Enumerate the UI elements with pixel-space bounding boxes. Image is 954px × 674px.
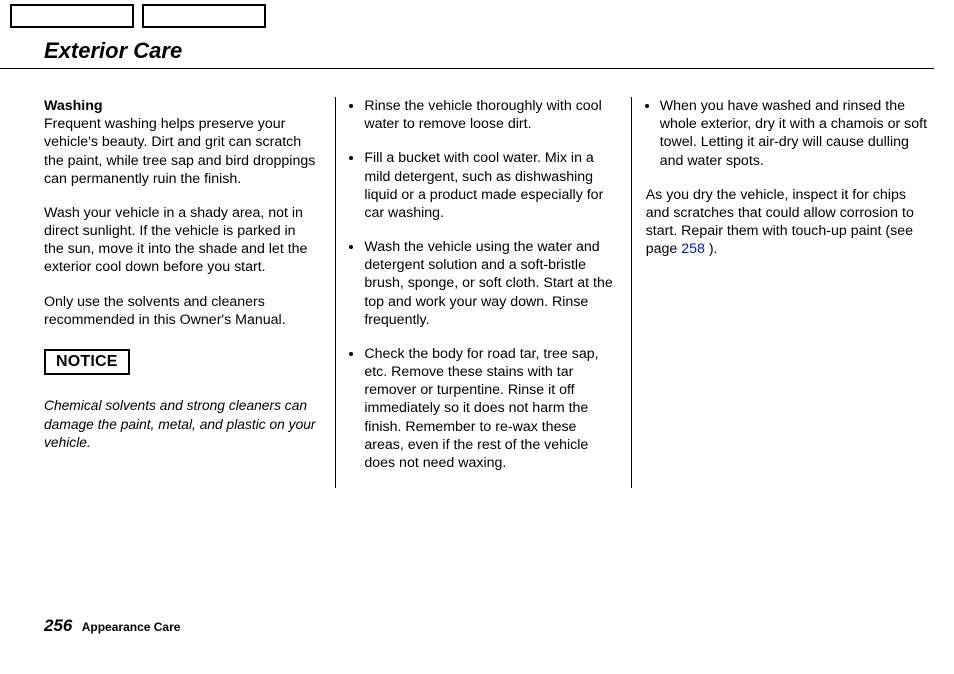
dry-steps-list: When you have washed and rinsed the whol…: [646, 97, 930, 170]
list-item: When you have washed and rinsed the whol…: [660, 97, 930, 170]
list-item: Fill a bucket with cool water. Mix in a …: [364, 149, 616, 222]
closing-paragraph: As you dry the vehicle, inspect it for c…: [646, 186, 930, 259]
top-box-2[interactable]: [142, 4, 266, 28]
page-number: 256: [44, 616, 72, 635]
footer: 256 Appearance Care: [44, 616, 180, 636]
col1-p3: Only use the solvents and cleaners recom…: [44, 293, 317, 329]
list-item: Rinse the vehicle thoroughly with cool w…: [364, 97, 616, 133]
top-box-1[interactable]: [10, 4, 134, 28]
notice-label-box: NOTICE: [44, 349, 130, 375]
notice-text: Chemical solvents and strong cleaners ca…: [44, 397, 317, 453]
subheading-washing: Washing: [44, 98, 103, 114]
top-button-row: [0, 0, 954, 34]
list-item: Wash the vehicle using the water and det…: [364, 238, 616, 329]
col1-p2: Wash your vehicle in a shady area, not i…: [44, 204, 317, 277]
col1-p1: Frequent washing helps preserve your veh…: [44, 116, 315, 187]
column-2: Rinse the vehicle thoroughly with cool w…: [335, 97, 630, 488]
page-title: Exterior Care: [0, 34, 934, 69]
list-item: Check the body for road tar, tree sap, e…: [364, 345, 616, 472]
section-name: Appearance Care: [82, 620, 181, 634]
washing-intro: Washing Frequent washing helps preserve y…: [44, 97, 317, 188]
column-1: Washing Frequent washing helps preserve y…: [44, 97, 335, 488]
wash-steps-list: Rinse the vehicle thoroughly with cool w…: [350, 97, 616, 472]
page-link-258[interactable]: 258: [681, 241, 705, 257]
content-columns: Washing Frequent washing helps preserve y…: [0, 69, 954, 488]
column-3: When you have washed and rinsed the whol…: [631, 97, 930, 488]
closing-after: ).: [705, 241, 718, 257]
